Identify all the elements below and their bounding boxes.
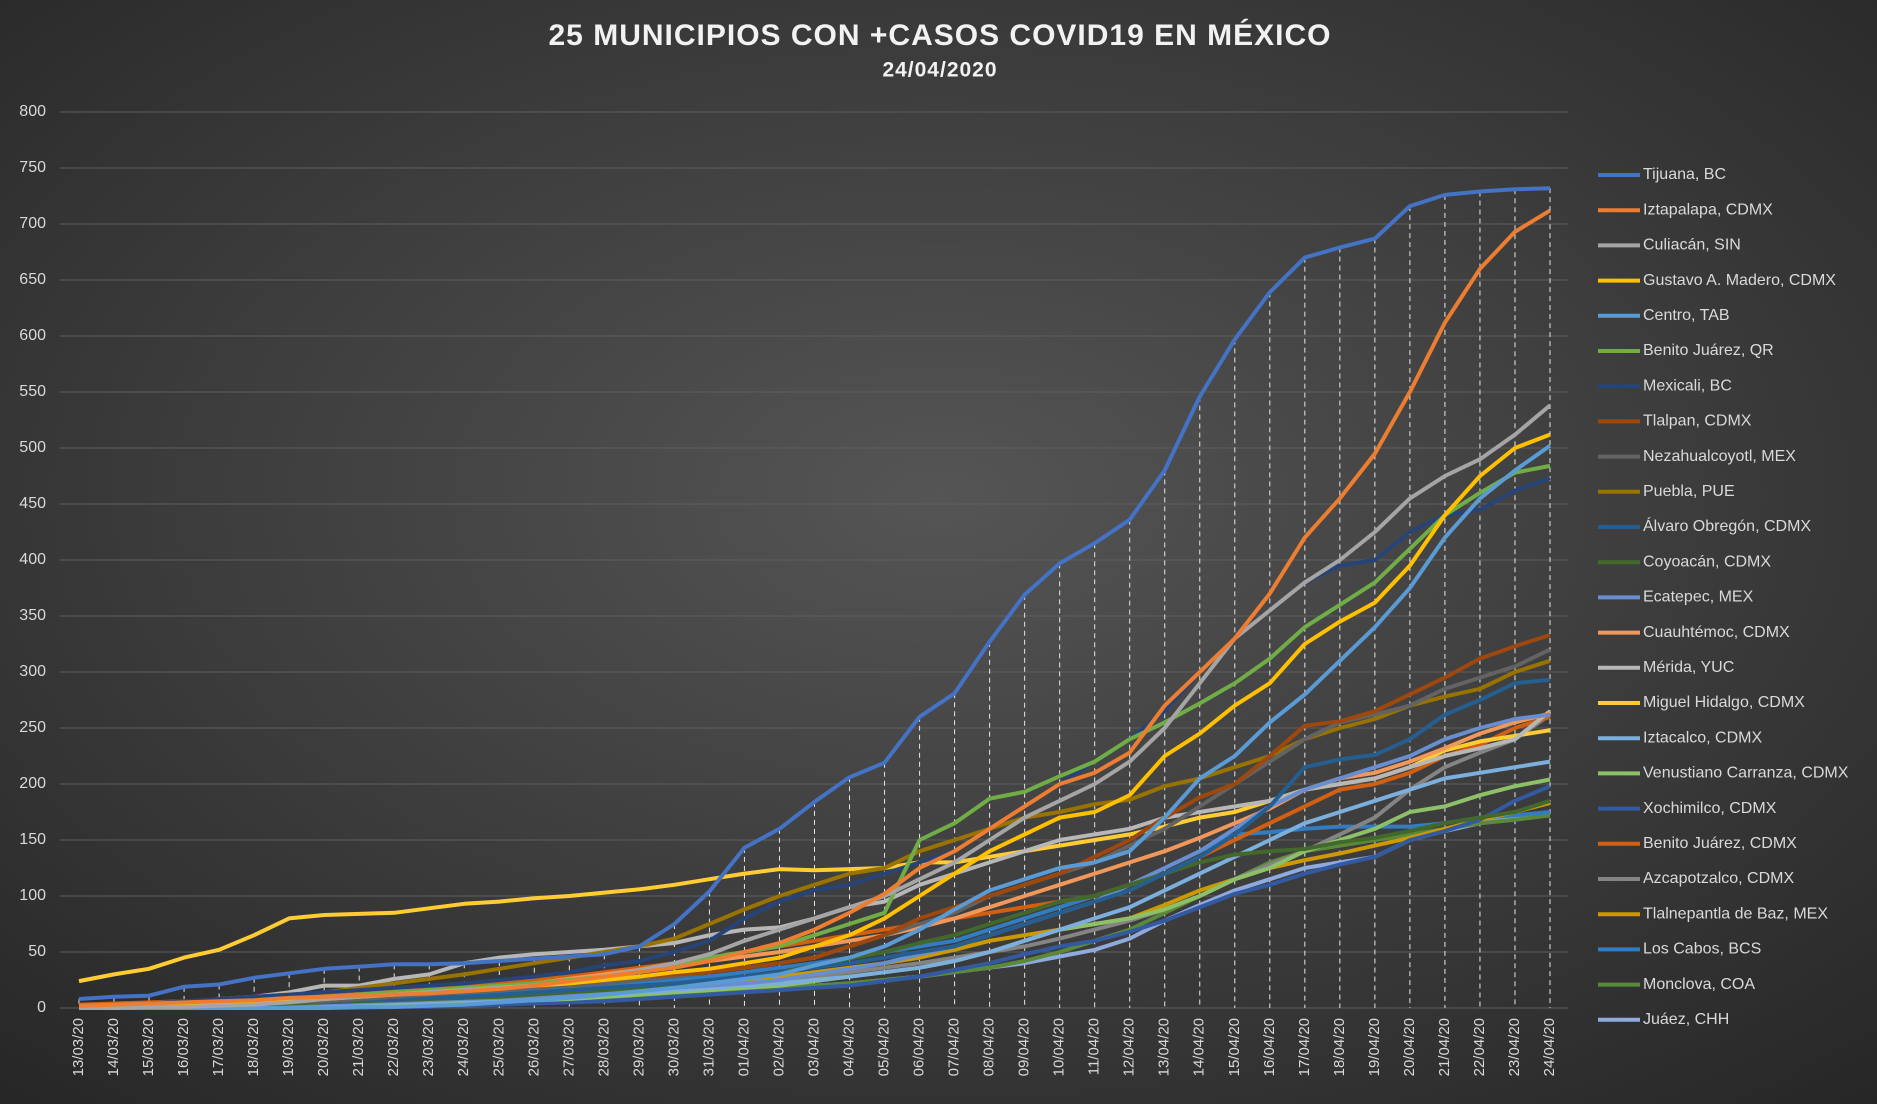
y-tick-label: 250	[19, 719, 46, 736]
x-tick-label: 29/03/20	[630, 1018, 647, 1076]
chart-title: 25 MUNICIPIOS CON +CASOS COVID19 EN MÉXI…	[549, 18, 1332, 52]
y-tick-label: 500	[19, 439, 46, 456]
x-tick-label: 21/04/20	[1436, 1018, 1453, 1076]
x-tick-label: 22/04/20	[1471, 1018, 1488, 1076]
x-tick-label: 19/03/20	[280, 1018, 297, 1076]
x-tick-label: 10/04/20	[1051, 1018, 1068, 1076]
x-tick-label: 22/03/20	[385, 1018, 402, 1076]
x-tick-label: 05/04/20	[876, 1018, 893, 1076]
x-tick-label: 24/04/20	[1541, 1018, 1558, 1076]
x-tick-label: 16/04/20	[1261, 1018, 1278, 1076]
x-tick-label: 11/04/20	[1086, 1018, 1103, 1075]
y-tick-label: 0	[37, 999, 46, 1016]
legend-label: Tijuana, BC	[1643, 166, 1726, 183]
y-tick-label: 800	[19, 103, 46, 120]
x-tick-label: 15/03/20	[140, 1018, 157, 1076]
x-tick-label: 28/03/20	[595, 1018, 612, 1076]
legend-label: Centro, TAB	[1643, 307, 1730, 324]
x-tick-label: 17/04/20	[1296, 1018, 1313, 1076]
x-tick-label: 14/04/20	[1191, 1018, 1208, 1076]
x-tick-label: 16/03/20	[175, 1018, 192, 1076]
x-tick-label: 08/04/20	[981, 1018, 998, 1076]
y-tick-label: 200	[19, 775, 46, 792]
y-tick-label: 650	[19, 271, 46, 288]
legend-label: Azcapotzalco, CDMX	[1643, 870, 1794, 887]
x-tick-label: 06/04/20	[911, 1018, 928, 1076]
x-tick-label: 23/03/20	[420, 1018, 437, 1076]
y-tick-label: 600	[19, 327, 46, 344]
x-tick-label: 26/03/20	[525, 1018, 542, 1076]
legend-label: Los Cabos, BCS	[1643, 941, 1761, 958]
x-tick-label: 18/04/20	[1331, 1018, 1348, 1076]
x-tick-label: 21/03/20	[350, 1018, 367, 1076]
legend-label: Ecatepec, MEX	[1643, 589, 1754, 606]
x-tick-label: 07/04/20	[946, 1018, 963, 1076]
legend-label: Iztapalapa, CDMX	[1643, 201, 1773, 218]
x-tick-label: 19/04/20	[1366, 1018, 1383, 1076]
x-tick-label: 24/03/20	[455, 1018, 472, 1076]
x-tick-label: 03/04/20	[805, 1018, 822, 1076]
legend-label: Venustiano Carranza, CDMX	[1643, 765, 1849, 782]
x-tick-label: 20/03/20	[315, 1018, 332, 1076]
x-tick-label: 20/04/20	[1401, 1018, 1418, 1076]
x-tick-label: 14/03/20	[105, 1018, 122, 1076]
y-tick-label: 350	[19, 607, 46, 624]
x-tick-label: 01/04/20	[735, 1018, 752, 1076]
legend-label: Xochimilco, CDMX	[1643, 800, 1777, 817]
x-tick-label: 23/04/20	[1506, 1018, 1523, 1076]
x-tick-label: 04/04/20	[840, 1018, 857, 1076]
y-tick-label: 400	[19, 551, 46, 568]
legend-label: Nezahualcoyotl, MEX	[1643, 448, 1796, 465]
legend-label: Mérida, YUC	[1643, 659, 1734, 676]
x-tick-label: 15/04/20	[1226, 1018, 1243, 1076]
legend-label: Mexicali, BC	[1643, 377, 1732, 394]
x-tick-label: 09/04/20	[1016, 1018, 1033, 1076]
legend-label: Iztacalco, CDMX	[1643, 729, 1762, 746]
legend-label: Puebla, PUE	[1643, 483, 1735, 500]
chart-subtitle: 24/04/2020	[882, 59, 997, 82]
y-tick-label: 300	[19, 663, 46, 680]
series-line	[79, 444, 1552, 1010]
y-tick-label: 450	[19, 495, 46, 512]
legend-label: Tlalnepantla de Baz, MEX	[1643, 905, 1828, 922]
legend-label: Benito Juárez, CDMX	[1643, 835, 1797, 852]
x-tick-label: 18/03/20	[245, 1018, 262, 1076]
x-tick-label: 02/04/20	[770, 1018, 787, 1076]
x-tick-label: 27/03/20	[560, 1018, 577, 1076]
y-tick-label: 750	[19, 159, 46, 176]
y-tick-label: 100	[19, 887, 46, 904]
legend-label: Coyoacán, CDMX	[1643, 553, 1771, 570]
y-tick-label: 50	[28, 943, 46, 960]
x-tick-label: 13/03/20	[70, 1018, 87, 1076]
legend-label: Tlalpan, CDMX	[1643, 413, 1752, 430]
x-tick-label: 17/03/20	[210, 1018, 227, 1076]
series-line	[78, 208, 1552, 1008]
series-line	[78, 186, 1551, 1001]
x-tick-label: 25/03/20	[490, 1018, 507, 1076]
legend-label: Monclova, COA	[1643, 976, 1755, 993]
legend-label: Gustavo A. Madero, CDMX	[1643, 272, 1836, 289]
legend-label: Benito Juárez, QR	[1643, 342, 1774, 359]
legend-label: Miguel Hidalgo, CDMX	[1643, 694, 1805, 711]
series-line	[79, 403, 1552, 1010]
legend-label: Culiacán, SIN	[1643, 237, 1741, 254]
x-tick-label: 12/04/20	[1121, 1018, 1138, 1076]
series-line	[78, 714, 1551, 1007]
legend-label: Juáez, CHH	[1643, 1011, 1729, 1028]
y-tick-label: 550	[19, 383, 46, 400]
legend-label: Cuauhtémoc, CDMX	[1643, 624, 1790, 641]
x-tick-label: 30/03/20	[665, 1018, 682, 1076]
y-tick-label: 150	[19, 831, 46, 848]
x-tick-label: 13/04/20	[1156, 1018, 1173, 1076]
legend-label: Álvaro Obregón, CDMX	[1643, 516, 1811, 535]
y-tick-label: 700	[19, 215, 46, 232]
x-tick-label: 31/03/20	[700, 1018, 717, 1076]
